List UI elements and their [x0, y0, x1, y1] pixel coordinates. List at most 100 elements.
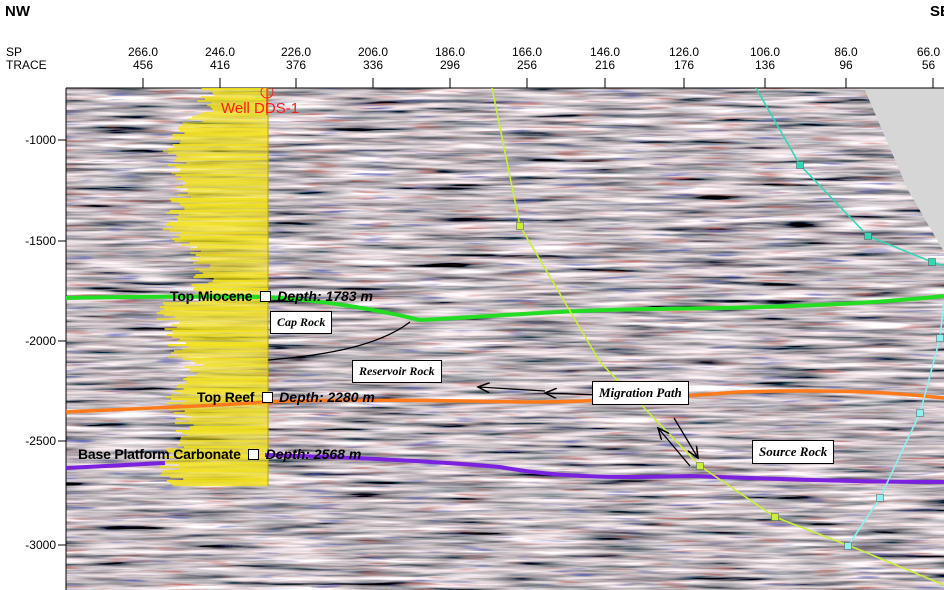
well-log-sample [197, 260, 268, 263]
well-log-sample [171, 200, 268, 203]
fault-marker [696, 462, 704, 470]
trace-tick-label: 256 [516, 58, 538, 72]
horizon-label-base-platform-carbonate: Base Platform Carbonate Depth: 2568 m [78, 446, 361, 464]
well-log-sample [181, 436, 268, 439]
well-log-sample [171, 394, 268, 397]
well-log-sample [208, 282, 268, 285]
fault-marker [844, 542, 852, 550]
well-log-sample [180, 442, 268, 445]
well-log-sample [178, 214, 268, 217]
well-log-sample [186, 162, 268, 165]
well-log-sample [170, 138, 268, 141]
well-log-sample [193, 288, 268, 291]
marker-square-icon [261, 392, 273, 403]
well-log-sample [197, 114, 268, 117]
well-log-sample [175, 316, 268, 319]
well-log-sample [176, 178, 268, 181]
depth-tick-label: -3000 [25, 538, 56, 552]
well-log-sample [177, 454, 268, 457]
fault-marker [928, 258, 936, 266]
well-log-sample [197, 100, 268, 103]
well-log-sample [184, 446, 268, 449]
well-log-sample [180, 438, 268, 441]
cap-rock-seal-line [267, 321, 411, 361]
well-log-sample [183, 184, 268, 187]
migration-arrow-down [673, 417, 698, 458]
horizon-name: Base Platform Carbonate [78, 446, 241, 462]
well-log-sample [175, 186, 268, 189]
fault-marker [864, 232, 872, 240]
sp-row-label: SP [6, 45, 23, 59]
well-log-sample [172, 144, 268, 147]
well-log-column [156, 88, 269, 487]
trace-tick-label: 176 [673, 58, 695, 72]
trace-tick-label: 96 [839, 58, 853, 72]
well-log-sample [210, 106, 268, 109]
well-log-sample [166, 480, 268, 483]
well-log-sample [160, 310, 268, 313]
well-log-sample [210, 90, 268, 93]
well-log-sample [186, 376, 268, 379]
well-log-sample [174, 160, 268, 163]
horizon-depth: Depth: 2280 m [279, 389, 375, 405]
well-log-sample [168, 152, 268, 155]
well-log-sample [183, 358, 268, 361]
migration-arrow-left-2 [478, 387, 546, 391]
well-log-sample [164, 328, 268, 331]
well-log-sample [178, 128, 268, 131]
no-data-area [864, 88, 944, 252]
well-log-sample [209, 266, 268, 269]
well-log-sample [204, 98, 268, 101]
well-log-sample [176, 386, 268, 389]
well-log-sample [171, 452, 268, 455]
well-log-sample [162, 302, 268, 305]
well-log-sample [184, 208, 268, 211]
well-log-sample [207, 104, 268, 107]
well-log-sample [178, 464, 268, 467]
well-log-sample [163, 308, 268, 311]
well-log-sample [185, 342, 268, 345]
well-log-sample [183, 180, 268, 183]
well-log-sample [163, 470, 268, 473]
well-log-sample [200, 256, 268, 259]
well-log-sample [166, 212, 268, 215]
well-log-sample [189, 426, 268, 429]
well-log-sample [167, 356, 268, 359]
trace-tick-label: 376 [285, 58, 307, 72]
well-log-sample [192, 360, 268, 363]
fault-markers [516, 161, 944, 550]
well-log-sample [166, 450, 268, 453]
horizon-top-miocene [66, 294, 944, 323]
well-log-sample [172, 238, 268, 241]
well-log-sample [182, 122, 268, 125]
well-log-sample [199, 270, 268, 273]
well-log-sample [164, 456, 268, 459]
reservoir-rock-label: Reservoir Rock [352, 360, 442, 383]
well-log-sample [177, 220, 268, 223]
well-log-sample [172, 484, 268, 487]
well-log-sample [188, 420, 268, 423]
fault-marker [771, 513, 779, 521]
marker-square-icon [259, 291, 271, 302]
well-log-sample [167, 222, 268, 225]
well-log-sample [186, 380, 268, 383]
well-log-sample [186, 382, 268, 385]
well-log-sample [202, 112, 268, 115]
well-log-sample [210, 264, 268, 267]
well-log-sample [186, 182, 268, 185]
trace-tick-label: 456 [132, 58, 154, 72]
well-log-sample [174, 422, 268, 425]
well-log-sample [166, 402, 268, 405]
well-log-sample [185, 400, 268, 403]
well-log-sample [157, 312, 268, 315]
horizon-depth: Depth: 2568 m [265, 446, 362, 462]
fault-marker [916, 409, 924, 417]
well-log-sample [182, 348, 268, 351]
well-log-sample [159, 466, 268, 469]
well-log-sample [168, 344, 268, 347]
well-log-sample [171, 172, 268, 175]
well-log-sample [172, 330, 268, 333]
well-log-sample [204, 364, 268, 367]
well-log-sample [175, 158, 268, 161]
well-log-sample [190, 370, 268, 373]
